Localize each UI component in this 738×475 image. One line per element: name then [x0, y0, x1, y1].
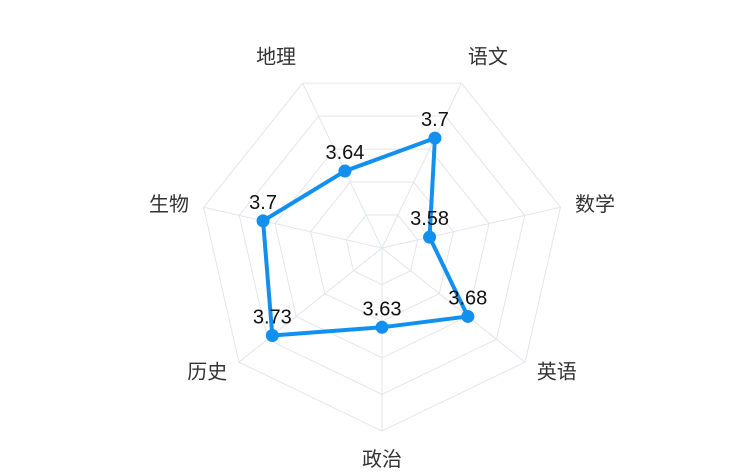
axis-name-label: 历史 [187, 360, 227, 383]
axis-line [381, 206, 561, 249]
data-point[interactable] [428, 131, 442, 145]
axis-name-label: 生物 [149, 193, 189, 216]
value-label: 3.73 [253, 306, 292, 328]
value-label: 3.68 [448, 287, 487, 309]
data-point[interactable] [256, 214, 270, 228]
axis-name-label: 政治 [362, 448, 402, 471]
grid-ring [274, 148, 490, 359]
value-label: 3.7 [249, 192, 277, 214]
axis-name-label: 英语 [537, 360, 577, 383]
grid-ring [345, 214, 419, 286]
axis-line [238, 247, 383, 363]
data-point[interactable] [423, 230, 437, 244]
axis-name-label: 地理 [256, 46, 296, 69]
grid-ring [203, 82, 561, 432]
data-point[interactable] [375, 320, 389, 334]
axis-line [381, 82, 462, 249]
axis-line [381, 247, 526, 363]
data-series-line [261, 136, 470, 338]
axis-name-label: 语文 [468, 46, 508, 69]
value-label: 3.58 [410, 208, 449, 230]
data-point[interactable] [338, 164, 352, 178]
axis-name-label: 数学 [575, 193, 615, 216]
data-point[interactable] [461, 309, 475, 323]
axis-line [203, 206, 383, 249]
value-label: 3.7 [421, 109, 449, 131]
data-point[interactable] [265, 328, 279, 342]
grid-ring [310, 181, 454, 322]
value-label: 3.63 [363, 298, 402, 320]
grid-ring [238, 115, 526, 395]
value-label: 3.64 [325, 142, 364, 164]
